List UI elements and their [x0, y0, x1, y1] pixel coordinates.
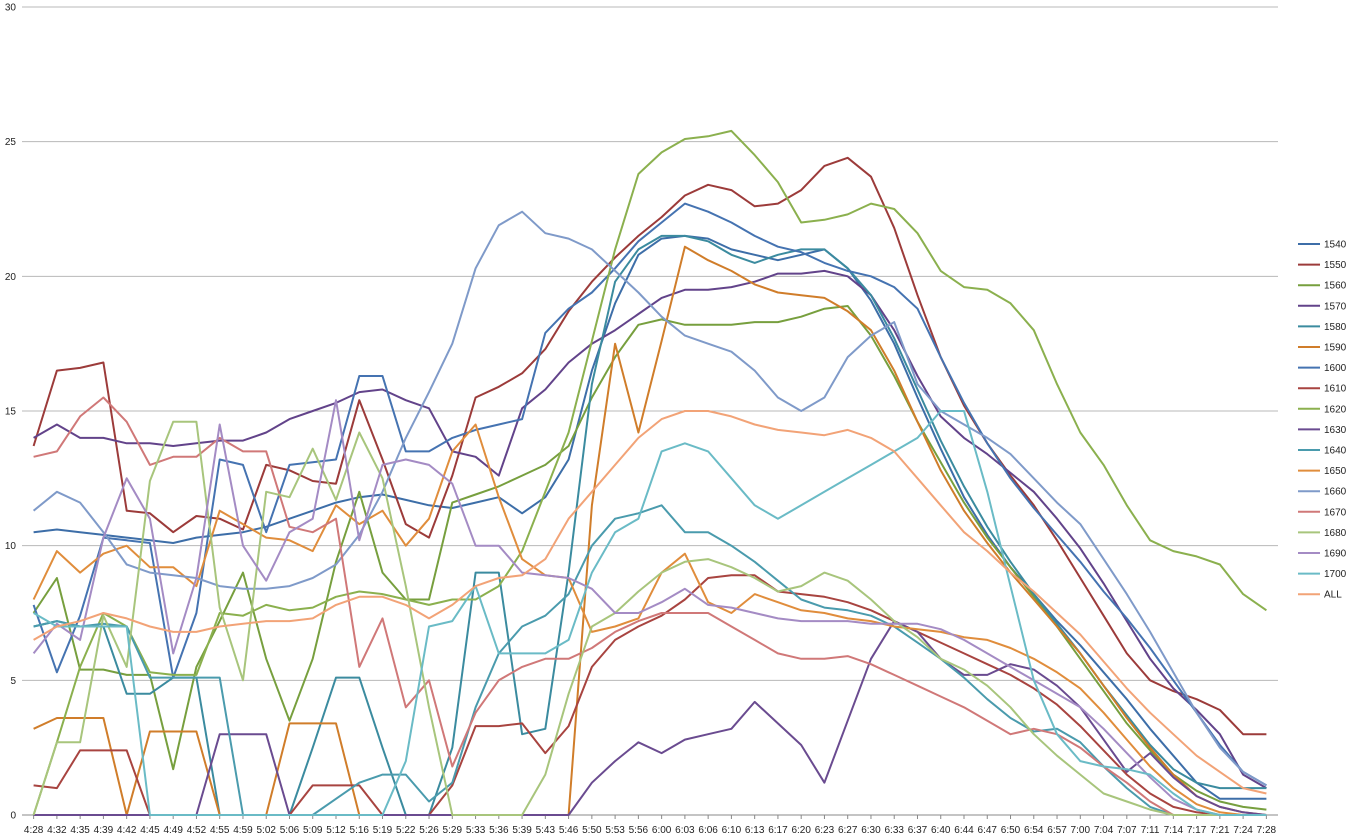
series-line-1660	[32, 210, 1267, 787]
x-tick-label: 5:50	[582, 825, 602, 836]
x-tick-label: 4:59	[233, 825, 253, 836]
x-tick-label: 4:52	[187, 825, 207, 836]
y-tick-label: 30	[5, 3, 17, 14]
x-tick-label: 6:44	[954, 825, 974, 836]
legend-label-1680: 1680	[1324, 528, 1347, 539]
legend-label-1610: 1610	[1324, 384, 1347, 395]
x-tick-label: 4:39	[94, 825, 114, 836]
x-tick-label: 4:55	[210, 825, 230, 836]
series-line-1590	[33, 245, 1267, 816]
x-tick-label: 5:19	[373, 825, 393, 836]
y-tick-label: 20	[5, 272, 17, 283]
legend-label-1560: 1560	[1324, 281, 1347, 292]
series-line-ALL	[33, 410, 1267, 795]
x-tick-label: 7:07	[1117, 825, 1137, 836]
x-tick-label: 6:50	[1001, 825, 1021, 836]
y-axis: 0 5 10 15 20 25 30	[5, 3, 17, 822]
x-tick-label: 7:11	[1141, 825, 1160, 836]
x-tick-label: 5:09	[303, 825, 323, 836]
series-line-1700	[33, 410, 1267, 816]
x-tick-label: 6:37	[908, 825, 928, 836]
legend-label-1600: 1600	[1324, 363, 1347, 374]
x-tick-label: 6:00	[652, 825, 672, 836]
x-tick-label: 5:36	[489, 825, 509, 836]
x-tick-label: 6:40	[931, 825, 951, 836]
x-tick-label: 5:29	[443, 825, 463, 836]
x-tick-label: 5:16	[350, 825, 370, 836]
series-line-1670	[33, 396, 1267, 816]
x-tick-label: 5:33	[466, 825, 486, 836]
x-tick-label: 7:14	[1164, 825, 1184, 836]
series-line-1640	[33, 504, 1267, 816]
x-tick-label: 5:22	[396, 825, 416, 836]
legend-label-1580: 1580	[1324, 322, 1347, 333]
series-line-1610	[33, 574, 1267, 816]
legend-label-1690: 1690	[1324, 549, 1347, 560]
legend-label-1570: 1570	[1324, 301, 1347, 312]
x-tick-label: 4:35	[70, 825, 90, 836]
x-tick-label: 6:13	[745, 825, 765, 836]
x-tick-label: 6:17	[768, 825, 788, 836]
series-line-1560	[32, 305, 1267, 811]
x-axis: 4:28 4:32 4:35 4:39 4:42 4:45 4:49 4:52 4:55 4:59…	[24, 815, 1277, 836]
x-tick-label: 5:53	[605, 825, 625, 836]
y-tick-label: 0	[10, 811, 16, 822]
x-tick-label: 4:49	[163, 825, 183, 836]
x-tick-label: 6:20	[791, 825, 811, 836]
legend-label-ALL: ALL	[1324, 590, 1342, 601]
x-tick-label: 6:54	[1024, 825, 1044, 836]
series-line-1690	[32, 399, 1267, 816]
legend-label-1700: 1700	[1324, 569, 1347, 580]
y-tick-label: 5	[10, 676, 16, 687]
x-tick-label: 6:06	[698, 825, 718, 836]
legend-label-1650: 1650	[1324, 466, 1347, 477]
x-tick-label: 4:45	[140, 825, 160, 836]
legend-label-1660: 1660	[1324, 487, 1347, 498]
x-tick-label: 7:21	[1210, 825, 1230, 836]
x-tick-label: 7:00	[1071, 825, 1091, 836]
x-tick-label: 6:57	[1047, 825, 1067, 836]
x-tick-label: 6:30	[861, 825, 881, 836]
legend-label-1550: 1550	[1324, 260, 1347, 271]
x-tick-label: 6:47	[978, 825, 998, 836]
series-line-1680	[32, 420, 1267, 816]
x-tick-label: 4:42	[117, 825, 137, 836]
x-tick-label: 5:39	[512, 825, 532, 836]
x-tick-label: 4:28	[24, 825, 44, 836]
x-tick-label: 5:02	[256, 825, 276, 836]
y-tick-label: 15	[5, 407, 17, 418]
x-tick-label: 7:17	[1187, 825, 1207, 836]
x-tick-label: 5:56	[629, 825, 649, 836]
legend-label-1620: 1620	[1324, 404, 1347, 415]
x-tick-label: 7:04	[1094, 825, 1114, 836]
x-tick-label: 5:46	[559, 825, 579, 836]
x-tick-label: 7:24	[1233, 825, 1253, 836]
y-tick-label: 25	[5, 137, 17, 148]
gridlines	[22, 6, 1278, 816]
x-tick-label: 5:12	[326, 825, 346, 836]
x-tick-label: 6:03	[675, 825, 695, 836]
x-tick-label: 5:26	[419, 825, 439, 836]
series-line-1620	[32, 129, 1267, 816]
x-tick-label: 6:33	[884, 825, 904, 836]
x-tick-label: 5:06	[280, 825, 300, 836]
y-tick-label: 10	[5, 541, 17, 552]
x-tick-label: 4:32	[47, 825, 67, 836]
series-line-1630	[33, 620, 1267, 816]
series-line-1600	[32, 202, 1267, 787]
x-tick-label: 7:28	[1257, 825, 1277, 836]
x-tick-label: 6:27	[838, 825, 858, 836]
legend-label-1590: 1590	[1324, 343, 1347, 354]
series-line-1540	[33, 234, 1267, 800]
series-lines	[32, 129, 1267, 816]
legend-label-1540: 1540	[1324, 240, 1347, 251]
legend: 1540 1550 1560 1570 1580 1590 1600 1610 1620 1630…	[1298, 240, 1347, 601]
legend-label-1630: 1630	[1324, 425, 1347, 436]
legend-label-1670: 1670	[1324, 507, 1347, 518]
legend-label-1640: 1640	[1324, 446, 1347, 457]
x-tick-label: 5:43	[536, 825, 556, 836]
x-tick-label: 6:10	[722, 825, 742, 836]
x-tick-label: 6:23	[815, 825, 835, 836]
